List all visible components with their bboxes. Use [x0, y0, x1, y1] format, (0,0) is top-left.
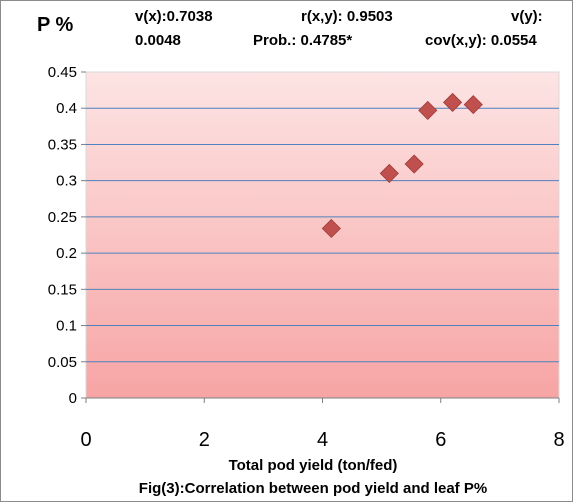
y-axis-title: P % [37, 14, 74, 36]
y-tick-label: 0.35 [48, 136, 77, 153]
data-point [443, 92, 463, 112]
x-tick-label: 4 [317, 429, 328, 451]
y-tick-label: 0.1 [56, 318, 77, 335]
stat-prob: Prob.: 0.4785* [253, 32, 352, 49]
x-tick-label: 0 [80, 429, 91, 451]
data-point [404, 154, 424, 174]
stat-vx: v(x):0.7038 [135, 8, 213, 25]
y-tick-labels: 0 0.05 0.1 0.15 0.2 0.25 0.3 0.35 0.4 0.45 [48, 64, 77, 407]
data-points [321, 92, 483, 239]
x-tick-label: 8 [553, 429, 564, 451]
stat-vx-value: 0.0048 [135, 32, 181, 49]
x-tick-label: 2 [199, 429, 210, 451]
plot-area [85, 71, 560, 399]
data-point [463, 95, 483, 115]
y-tick-label: 0 [69, 390, 77, 407]
y-tick-label: 0.45 [48, 64, 77, 81]
y-tick-label: 0.4 [56, 100, 77, 117]
x-tick-labels: 0 2 4 6 8 [80, 429, 564, 451]
y-tick-label: 0.05 [48, 354, 77, 371]
gridlines [81, 71, 560, 403]
y-tick-label: 0.15 [48, 281, 77, 298]
y-tick-label: 0.3 [56, 173, 77, 190]
data-point [321, 218, 341, 239]
y-tick-label: 0.25 [48, 209, 77, 226]
x-tick-label: 6 [435, 429, 446, 451]
figure-caption: Fig(3):Correlation between pod yield and… [139, 480, 487, 497]
x-axis-title: Total pod yield (ton/fed) [229, 457, 398, 474]
stat-cov: cov(x,y): 0.0554 [425, 32, 537, 49]
y-tick-label: 0.2 [56, 245, 77, 262]
data-point [379, 163, 399, 183]
stat-rxy: r(x,y): 0.9503 [301, 8, 393, 25]
data-point [418, 100, 438, 120]
stat-vy: v(y): [511, 8, 543, 25]
